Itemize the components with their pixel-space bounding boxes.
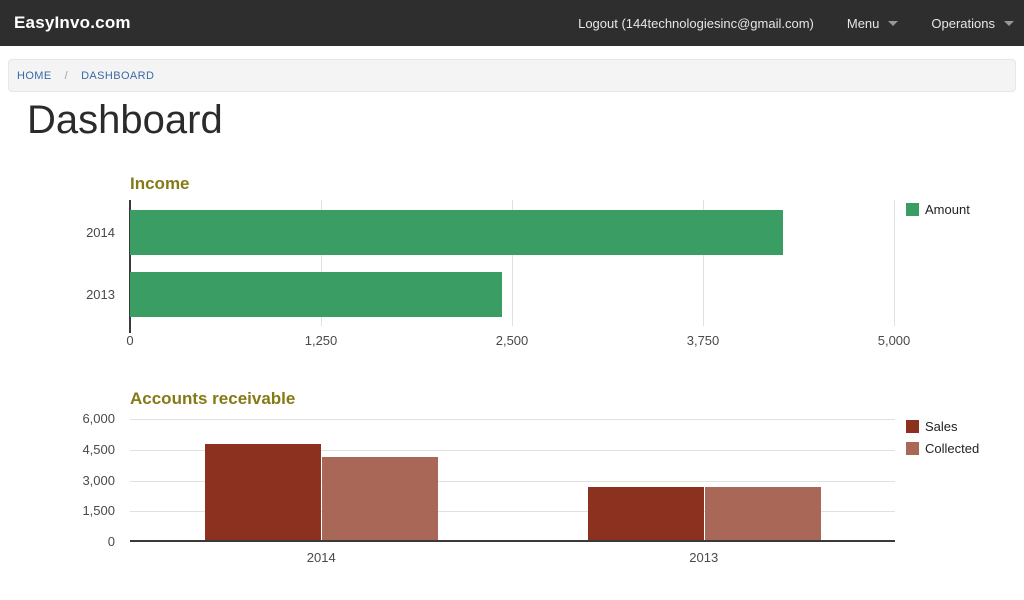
legend-item: Sales — [906, 419, 979, 434]
breadcrumb: HOME / DASHBOARD — [8, 59, 1016, 92]
legend-swatch — [906, 420, 919, 433]
y-axis-tick-label: 6,000 — [82, 411, 115, 426]
accounts-receivable-plot — [130, 419, 895, 542]
x-axis-tick-label: 0 — [126, 333, 134, 348]
accounts-receivable-chart: Accounts receivable Sales Collected 0 1,50… — [0, 380, 1024, 580]
y-axis-tick-label: 4,500 — [82, 441, 115, 457]
accounts-receivable-legend: Sales Collected — [906, 419, 979, 456]
x-axis-tick-label: 5,000 — [877, 333, 911, 348]
legend-item: Amount — [906, 202, 970, 217]
x-axis-category-label: 2014 — [306, 550, 336, 565]
legend-swatch — [906, 442, 919, 455]
gridline — [512, 200, 513, 326]
x-axis-tick-label: 3,750 — [686, 333, 720, 348]
y-axis-tick-label: 1,500 — [82, 503, 115, 519]
gridline — [130, 419, 895, 420]
gridline — [130, 511, 895, 513]
breadcrumb-home-link[interactable]: HOME — [17, 69, 52, 82]
legend-label: Amount — [925, 202, 970, 217]
legend-swatch — [906, 203, 919, 216]
income-chart-title: Income — [130, 174, 190, 193]
page-title: Dashboard — [27, 98, 223, 142]
legend-label: Sales — [925, 419, 958, 434]
header-nav: Logout (144technologiesinc@gmail.com) Me… — [578, 16, 1014, 31]
chevron-down-icon — [888, 20, 899, 26]
income-bar-2013 — [130, 272, 503, 317]
x-axis-category-label: 2013 — [689, 550, 719, 565]
bar-collected-2013 — [704, 486, 821, 540]
gridline — [321, 200, 322, 326]
y-axis-tick-label: 3,000 — [82, 472, 115, 488]
menu-dropdown[interactable]: Menu — [847, 16, 899, 31]
x-axis-tick-label: 2,500 — [495, 333, 529, 348]
y-axis-category-label: 2013 — [86, 287, 115, 302]
operations-dropdown-label: Operations — [931, 15, 995, 31]
income-plot — [130, 200, 895, 326]
breadcrumb-current: DASHBOARD — [81, 69, 155, 82]
x-axis-tick-label: 1,250 — [304, 333, 338, 348]
legend-label: Collected — [925, 441, 980, 456]
header-bar: EasyInvo.com Logout (144technologiesinc@… — [0, 0, 1024, 46]
chevron-down-icon — [1004, 20, 1014, 26]
legend-item: Collected — [906, 441, 979, 456]
accounts-receivable-chart-title: Accounts receivable — [130, 389, 296, 408]
income-y-axis-line — [129, 200, 131, 333]
gridline — [894, 200, 895, 326]
logout-link[interactable]: Logout (144technologiesinc@gmail.com) — [578, 15, 814, 31]
bar-collected-2014 — [322, 456, 439, 540]
gridline — [703, 200, 704, 326]
breadcrumb-separator: / — [64, 69, 69, 82]
y-axis-tick-label: 0 — [107, 534, 115, 549]
income-bar-2014 — [130, 210, 784, 255]
brand-logo[interactable]: EasyInvo.com — [14, 13, 131, 32]
bar-sales-2014 — [205, 443, 322, 540]
gridline — [130, 449, 895, 451]
bar-sales-2013 — [587, 486, 704, 540]
income-chart: Income Amount 0 1,250 2,500 3,750 5,000 2014 2… — [0, 165, 1024, 365]
gridline — [130, 480, 895, 482]
y-axis-category-label: 2014 — [86, 225, 115, 240]
operations-dropdown[interactable]: Operations — [931, 16, 1014, 31]
income-legend: Amount — [906, 202, 970, 217]
menu-dropdown-label: Menu — [846, 15, 880, 31]
